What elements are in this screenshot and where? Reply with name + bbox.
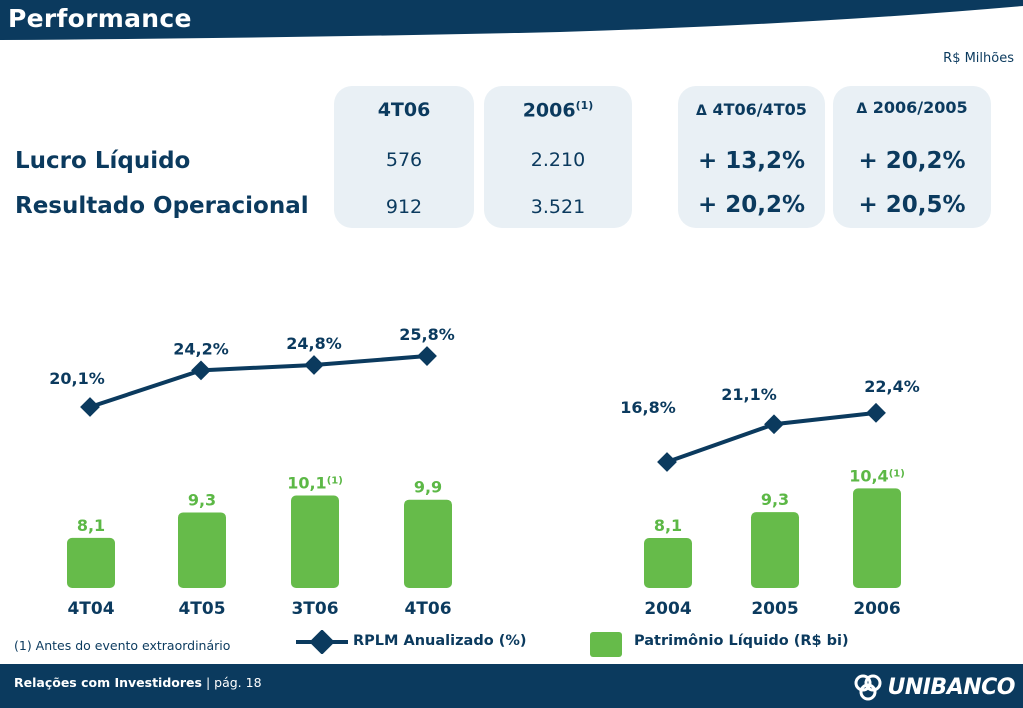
x-tick-label: 4T06 <box>404 599 451 619</box>
x-tick-label: 2006 <box>853 599 900 619</box>
footer-separator: | <box>205 675 211 690</box>
value-resultado-4t06: 912 <box>385 196 423 218</box>
panel-4t06 <box>334 86 474 228</box>
x-tick-label: 2005 <box>751 599 798 619</box>
rplm-marker <box>80 397 100 417</box>
delta-lucro-quarter: + 13,2% <box>697 148 806 174</box>
x-tick-label: 4T05 <box>178 599 225 619</box>
delta-icon: Δ <box>696 103 707 119</box>
bar-value-label: 9,9 <box>414 478 442 497</box>
unit-note: R$ Milhões <box>943 51 1014 66</box>
x-tick-label: 4T04 <box>67 599 114 619</box>
rplm-value-label: 21,1% <box>721 385 777 404</box>
value-lucro-4t06: 576 <box>385 149 423 171</box>
bar-2005 <box>751 512 799 588</box>
column-header-delta-year: Δ 2006/2005 <box>833 98 991 117</box>
bar-value-label: 10,1(1) <box>287 473 343 492</box>
value-lucro-2006: 2.210 <box>530 149 586 171</box>
column-header-2006-text: 2006 <box>522 99 576 122</box>
footer-section: Relações com Investidores <box>14 675 202 690</box>
legend-bar-swatch <box>590 632 622 657</box>
bar-3T06 <box>291 495 339 588</box>
column-header-delta-year-text: 2006/2005 <box>872 98 968 117</box>
footer-bar <box>0 664 1023 708</box>
page-title: Performance <box>8 4 192 33</box>
value-resultado-2006: 3.521 <box>530 196 586 218</box>
row-label-resultado-operacional: Resultado Operacional <box>15 193 309 219</box>
panel-2006 <box>484 86 632 228</box>
rplm-value-label: 24,2% <box>173 339 229 358</box>
footnote-marker: (1) <box>889 468 905 479</box>
unibanco-logo-icon <box>854 674 882 701</box>
delta-resultado-quarter: + 20,2% <box>697 192 806 218</box>
column-header-delta-quarter-text: 4T06/4T05 <box>712 100 807 119</box>
bar-2004 <box>644 538 692 588</box>
rplm-value-label: 24,8% <box>286 334 342 353</box>
bar-value-label: 8,1 <box>77 516 105 535</box>
rplm-marker <box>304 355 324 375</box>
rplm-marker <box>657 452 677 472</box>
rplm-value-label: 22,4% <box>864 377 920 396</box>
logo-text: UNIBANCO <box>887 674 1015 700</box>
row-label-lucro-liquido: Lucro Líquido <box>15 148 191 174</box>
bar-4T04 <box>67 537 115 588</box>
footer-page: pág. 18 <box>214 675 262 690</box>
panel-delta-quarter <box>678 86 825 228</box>
column-header-delta-quarter: Δ 4T06/4T05 <box>678 100 825 119</box>
footer-text: Relações com Investidores | pág. 18 <box>14 675 262 690</box>
footnote: (1) Antes do evento extraordinário <box>14 638 231 653</box>
delta-lucro-year: + 20,2% <box>858 148 966 174</box>
bar-value-label: 8,1 <box>654 516 682 535</box>
footnote-marker: (1) <box>327 475 343 486</box>
legend-bar-label: Patrimônio Líquido (R$ bi) <box>634 633 849 649</box>
bar-value-label: 9,3 <box>188 490 216 509</box>
rplm-marker <box>866 402 886 423</box>
rplm-value-label: 20,1% <box>49 369 105 388</box>
rplm-marker <box>191 360 211 381</box>
rplm-marker <box>417 346 437 366</box>
rplm-marker <box>764 414 784 435</box>
legend-line-marker-icon <box>296 630 348 654</box>
x-tick-label: 3T06 <box>291 599 338 619</box>
column-header-4t06: 4T06 <box>377 99 431 121</box>
rplm-value-label: 25,8% <box>399 325 455 344</box>
x-tick-label: 2004 <box>644 599 691 619</box>
header-background <box>0 0 1023 40</box>
rplm-value-label: 16,8% <box>620 398 676 417</box>
header-bar: Performance <box>0 0 1023 40</box>
delta-resultado-year: + 20,5% <box>858 192 966 218</box>
footnote-marker: (1) <box>575 99 594 112</box>
unibanco-logo: UNIBANCO <box>853 671 1015 703</box>
column-header-2006: 2006(1) <box>484 99 632 121</box>
rplm-line <box>89 354 428 409</box>
panel-delta-year <box>833 86 991 228</box>
delta-icon: Δ <box>856 101 868 117</box>
charts-canvas: 8,1 4T04 9,3 4T05 10,1(1) 3T06 9,9 4T06 20,1% 24,… <box>49 325 920 619</box>
bar-4T06 <box>404 499 452 588</box>
bar-value-label: 10,4(1) <box>849 466 905 485</box>
bar-value-label: 9,3 <box>761 490 789 509</box>
bar-2006 <box>853 488 901 588</box>
legend-line-label: RPLM Anualizado (%) <box>353 633 527 649</box>
bar-4T05 <box>178 512 226 588</box>
